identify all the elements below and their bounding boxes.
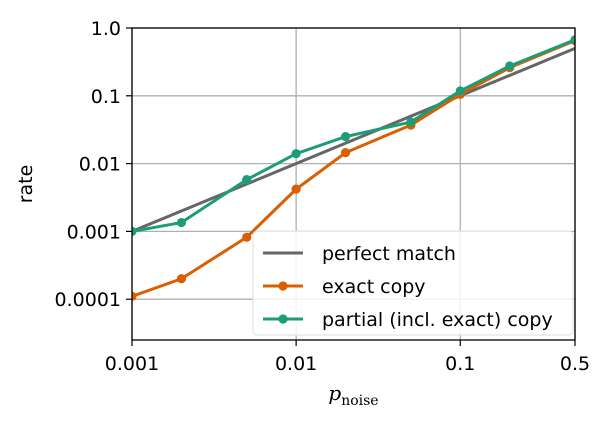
data-point [132, 226, 137, 236]
y-tick-label: 0.0001 [55, 289, 121, 311]
data-point [455, 86, 465, 96]
legend-label: partial (incl. exact) copy [322, 309, 553, 331]
legend-marker [278, 314, 288, 324]
legend-box [252, 230, 574, 336]
y-tick-label: 1.0 [91, 18, 121, 40]
y-axis-label: rate [15, 165, 37, 204]
x-axis-label: pnoise [328, 381, 378, 409]
legend-marker [278, 281, 288, 291]
data-point [176, 217, 187, 228]
data-point [242, 232, 252, 242]
x-tick-label: 0.1 [445, 353, 475, 375]
series-line [132, 47, 575, 233]
data-point [291, 184, 301, 194]
legend-label: perfect match [322, 243, 456, 265]
data-point [340, 132, 351, 142]
data-point [505, 61, 515, 71]
x-tick-label: 0.01 [275, 353, 317, 375]
data-point [242, 175, 252, 185]
x-axis-label-main: p [328, 381, 341, 405]
plot-frame [131, 27, 576, 341]
x-tick-label: 0.5 [560, 353, 590, 375]
x-tick-label: 0.001 [105, 353, 159, 375]
y-tick-label: 0.01 [79, 154, 121, 176]
x-axis-label-subscript: noise [341, 393, 378, 409]
y-tick-label: 0.1 [91, 86, 121, 108]
y-tick-label: 0.001 [67, 221, 121, 243]
data-point [406, 117, 416, 127]
series-group [132, 35, 575, 301]
legend-label: exact copy [322, 276, 426, 298]
data-point [132, 291, 137, 301]
data-point [291, 149, 301, 159]
data-point [340, 148, 351, 158]
legend: perfect match exact copy partial (incl. ex… [252, 230, 574, 336]
data-point [176, 274, 187, 284]
data-point [570, 35, 575, 45]
series-layer [132, 35, 575, 301]
axis-ticks: 0.001 0.01 0.1 0.5 0.0001 0.001 0.01 0.1 1.0 [55, 18, 591, 375]
